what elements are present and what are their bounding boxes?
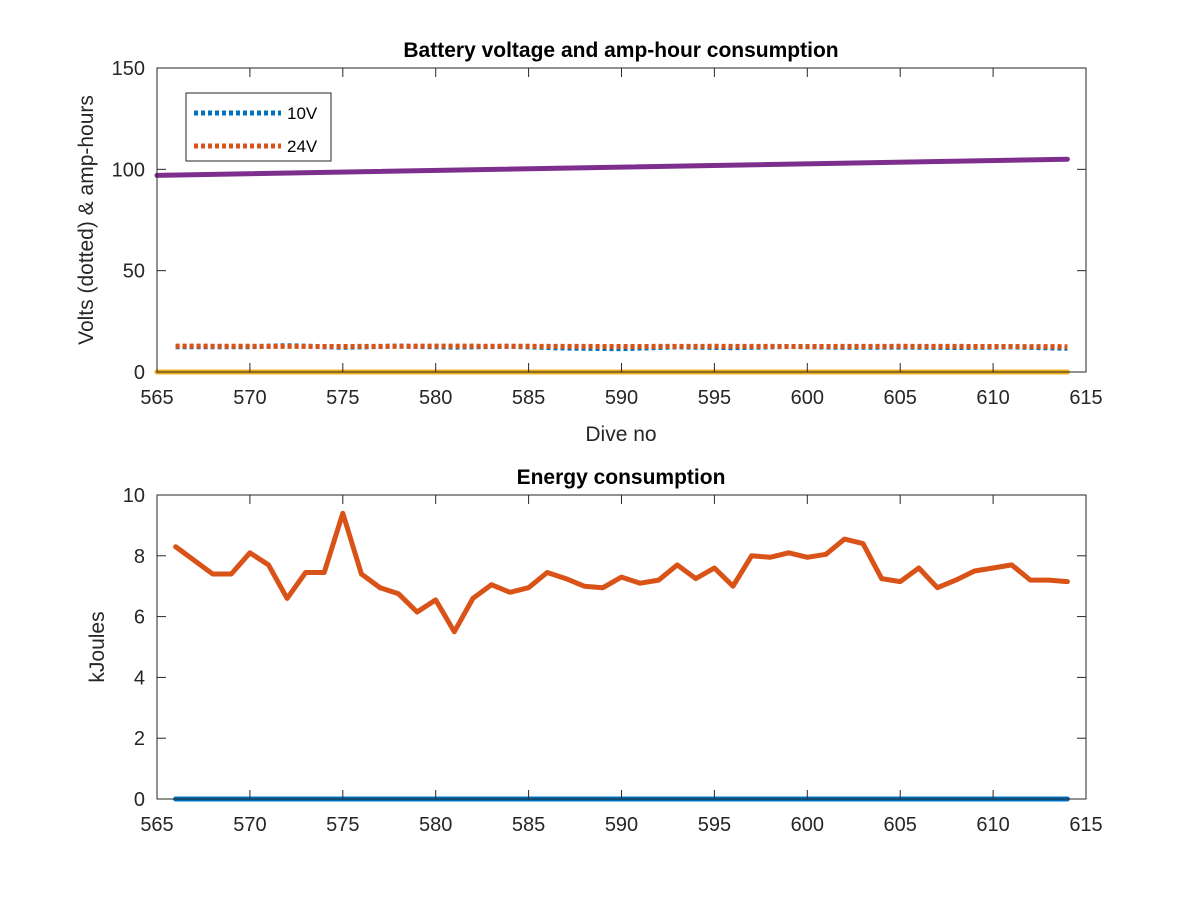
battery-chart-x-tick-label: 610 <box>976 387 1009 409</box>
energy-chart-x-tick-label: 590 <box>605 814 638 836</box>
energy-chart-x-tick-label: 605 <box>884 814 917 836</box>
battery-chart-x-tick-label: 570 <box>233 387 266 409</box>
energy-chart-x-tick-label: 585 <box>512 814 545 836</box>
battery-chart-x-tick-label: 575 <box>326 387 359 409</box>
energy-chart-plot-area <box>157 495 1086 799</box>
energy-chart-series-line-1 <box>173 510 1070 635</box>
battery-chart-y-tick-label: 100 <box>112 159 145 181</box>
energy-chart-y-tick-label: 2 <box>134 728 145 750</box>
energy-chart-title: Energy consumption <box>517 466 726 489</box>
energy-chart-y-tick-label: 8 <box>134 546 145 568</box>
energy-chart-x-tick-label: 570 <box>233 814 266 836</box>
battery-chart-legend: 10V 24V <box>185 92 332 162</box>
energy-chart-panel: Energy consumption kJoules 565 570 575 580 5… <box>86 466 1103 836</box>
battery-chart-x-tick-label: 605 <box>884 387 917 409</box>
energy-chart-x-tick-label: 575 <box>326 814 359 836</box>
energy-chart-y-tick-label: 10 <box>123 485 145 507</box>
battery-chart-legend-label: 10V <box>287 104 318 123</box>
battery-chart-y-tick-label: 0 <box>134 362 145 384</box>
battery-chart-title: Battery voltage and amp-hour consumption <box>403 39 838 62</box>
battery-chart-xlabel: Dive no <box>585 423 656 446</box>
battery-chart-y-tick-label: 50 <box>123 261 145 283</box>
battery-chart-x-tick-label: 565 <box>140 387 173 409</box>
energy-chart-y-tick-label: 0 <box>134 789 145 811</box>
battery-chart-x-tick-label: 580 <box>419 387 452 409</box>
battery-chart-series-line-2 <box>154 156 1070 178</box>
battery-chart-ylabel: Volts (dotted) & amp-hours <box>75 95 98 345</box>
energy-chart-ylabel: kJoules <box>86 611 109 682</box>
battery-chart-legend-label: 24V <box>287 137 318 156</box>
battery-chart-panel: Battery voltage and amp-hour consumption… <box>75 39 1103 446</box>
energy-chart-x-tick-label: 610 <box>976 814 1009 836</box>
battery-chart-legend-box <box>185 92 332 162</box>
energy-chart-x-tick-label: 565 <box>140 814 173 836</box>
energy-chart-x-tick-label: 595 <box>698 814 731 836</box>
energy-chart-x-tick-label: 580 <box>419 814 452 836</box>
battery-chart-x-tick-label: 585 <box>512 387 545 409</box>
battery-chart-y-tick-label: 150 <box>112 58 145 80</box>
battery-chart-series-line-1 <box>175 343 1068 350</box>
battery-chart-x-tick-label: 615 <box>1069 387 1102 409</box>
energy-chart-x-tick-label: 615 <box>1069 814 1102 836</box>
energy-chart-x-tick-label: 600 <box>791 814 824 836</box>
battery-chart-x-tick-label: 590 <box>605 387 638 409</box>
battery-chart-x-tick-label: 595 <box>698 387 731 409</box>
energy-chart-y-tick-label: 4 <box>134 667 145 689</box>
energy-chart-y-tick-label: 6 <box>134 607 145 629</box>
battery-chart-x-tick-label: 600 <box>791 387 824 409</box>
